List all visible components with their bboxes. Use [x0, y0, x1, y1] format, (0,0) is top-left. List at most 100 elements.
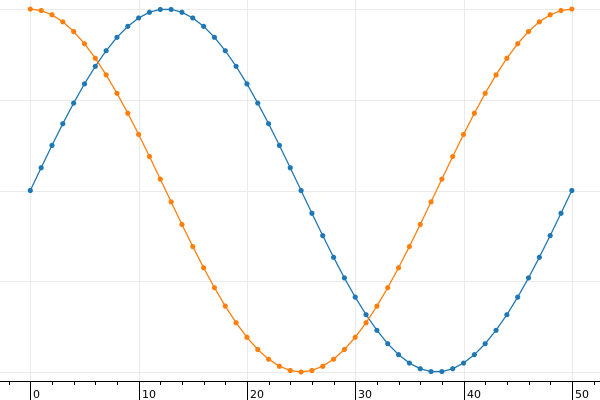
- data-point: [222, 48, 228, 54]
- x-tick-label: 20: [250, 388, 264, 400]
- x-tick-label: 40: [467, 388, 481, 400]
- data-point: [558, 7, 564, 14]
- data-point: [504, 55, 510, 61]
- data-point: [450, 153, 456, 160]
- x-tick-label: 50: [575, 388, 589, 400]
- data-point: [363, 320, 369, 326]
- data-point: [244, 334, 250, 340]
- data-point: [125, 23, 131, 29]
- data-point: [265, 121, 272, 127]
- data-point: [471, 352, 477, 358]
- data-point: [515, 294, 521, 300]
- data-point: [136, 131, 142, 138]
- data-point: [493, 72, 499, 78]
- data-point: [114, 90, 120, 96]
- data-point: [49, 12, 55, 18]
- data-point: [190, 243, 196, 250]
- data-point: [395, 265, 402, 271]
- data-point: [525, 28, 532, 35]
- data-point: [493, 327, 499, 333]
- data-point: [125, 110, 131, 116]
- data-point: [222, 303, 228, 309]
- data-point: [547, 233, 553, 239]
- data-point: [374, 303, 380, 309]
- data-point: [298, 369, 304, 375]
- data-point: [49, 142, 55, 148]
- data-point: [179, 221, 185, 228]
- data-point: [341, 275, 347, 281]
- data-point: [233, 63, 239, 69]
- data-point: [265, 356, 272, 362]
- data-point: [450, 366, 456, 372]
- data-point: [81, 41, 88, 47]
- data-point: [482, 90, 488, 96]
- data-point: [276, 363, 283, 369]
- data-point: [547, 12, 553, 18]
- data-point: [374, 327, 380, 333]
- data-point: [201, 23, 207, 29]
- data-point: [482, 341, 488, 347]
- data-point: [157, 6, 163, 13]
- data-point: [146, 9, 153, 15]
- data-point: [439, 176, 445, 182]
- data-point: [287, 367, 293, 374]
- data-point: [385, 341, 391, 347]
- data-point: [71, 100, 77, 106]
- data-point: [168, 199, 174, 205]
- data-point: [330, 254, 337, 260]
- data-point: [211, 285, 218, 291]
- data-point: [309, 210, 315, 216]
- data-point: [244, 81, 250, 87]
- x-tick-label: 30: [358, 388, 372, 400]
- data-point: [168, 6, 174, 13]
- data-point: [103, 48, 109, 54]
- data-point: [92, 63, 98, 69]
- data-point: [103, 72, 109, 78]
- data-point: [352, 334, 358, 340]
- data-point: [136, 15, 142, 21]
- data-point: [276, 142, 283, 148]
- data-point: [255, 100, 261, 106]
- data-point: [406, 360, 412, 366]
- data-point: [190, 15, 196, 21]
- data-point: [320, 233, 326, 239]
- data-point: [471, 110, 477, 116]
- data-point: [504, 312, 510, 318]
- data-point: [201, 265, 207, 271]
- data-point: [352, 294, 358, 300]
- data-point: [515, 41, 521, 47]
- data-point: [406, 243, 412, 250]
- series-2: [27, 6, 575, 375]
- data-point: [309, 367, 315, 374]
- data-point: [395, 352, 402, 358]
- data-point: [460, 360, 467, 366]
- data-point: [536, 254, 542, 260]
- data-point: [114, 34, 120, 40]
- data-point: [179, 9, 185, 15]
- data-point: [71, 28, 77, 35]
- data-point: [525, 275, 532, 281]
- data-point: [439, 368, 445, 375]
- data-point: [330, 356, 337, 362]
- series-layer: [27, 6, 575, 375]
- data-point: [320, 363, 326, 369]
- data-point: [38, 7, 44, 14]
- data-point: [569, 187, 575, 194]
- data-point: [27, 6, 33, 12]
- data-point: [92, 55, 98, 61]
- data-point: [255, 346, 261, 353]
- data-point: [146, 153, 153, 160]
- data-point: [341, 346, 347, 353]
- data-point: [81, 81, 88, 87]
- series-1: [27, 6, 575, 375]
- data-point: [417, 366, 423, 372]
- data-point: [385, 285, 391, 291]
- data-point: [460, 131, 467, 138]
- data-point: [60, 121, 66, 127]
- data-point: [417, 221, 423, 228]
- data-point: [287, 165, 293, 171]
- data-point: [428, 368, 434, 375]
- data-point: [363, 312, 369, 318]
